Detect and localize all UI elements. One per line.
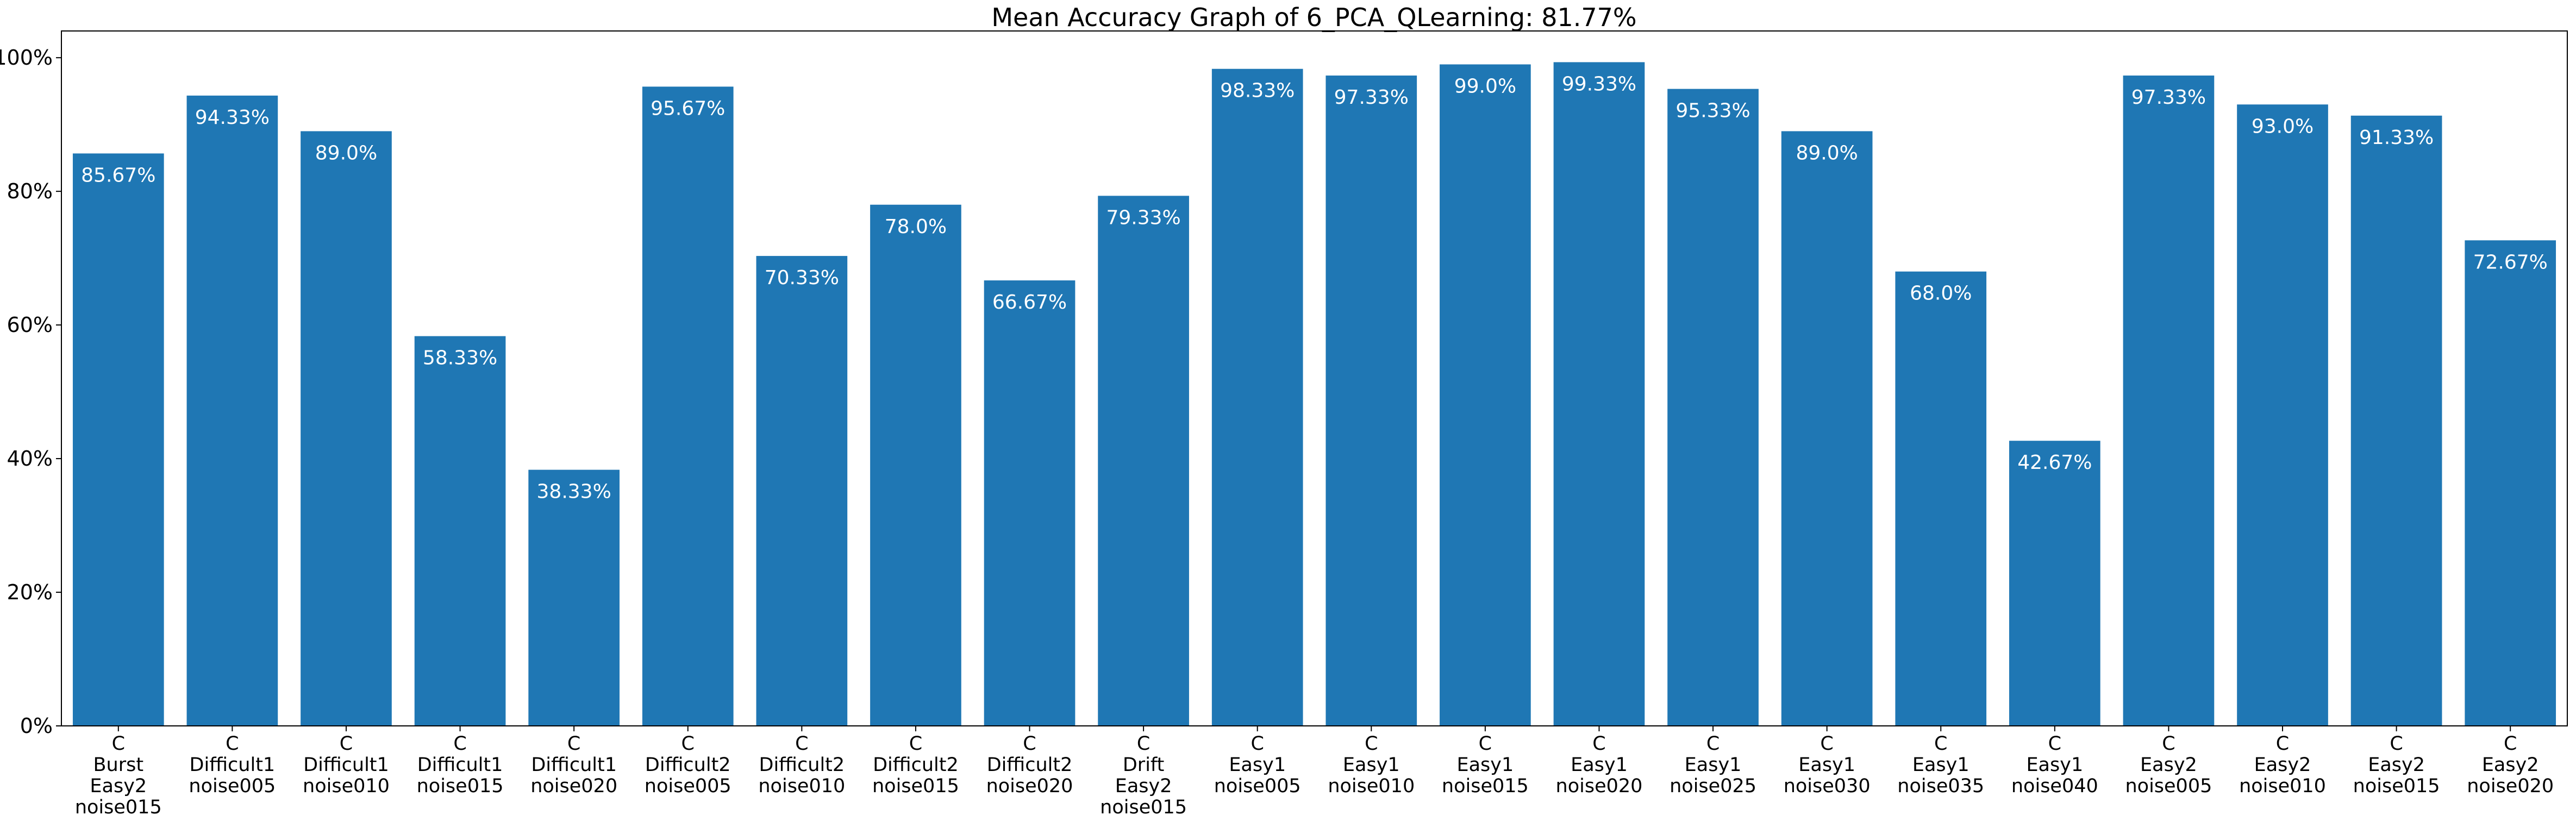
bar-data-label: 95.67% [651,97,725,120]
bar [1781,131,1873,726]
bar [528,469,620,726]
bar-data-label: 97.33% [1334,86,1409,109]
bar-data-label: 70.33% [765,267,839,289]
x-tick-label: C Easy2 noise015 [2353,733,2440,797]
bar-data-label: 79.33% [1106,206,1180,229]
bars-layer [72,62,2556,726]
bar-data-label: 98.33% [1220,80,1295,102]
x-tick-label: C Easy1 noise015 [1442,733,1529,797]
x-tick-label: C Difficult1 noise015 [417,733,504,797]
x-tick-label: C Drift Easy2 noise015 [1100,733,1187,815]
bar-data-label: 93.0% [2252,115,2314,137]
x-tick-label: C Difficult1 noise020 [530,733,617,797]
x-tick-label: C Easy1 noise040 [2011,733,2098,797]
y-tick-label: 100% [0,46,53,70]
bar [2237,104,2328,726]
y-tick-label: 40% [7,447,53,471]
x-tick-label: C Difficult1 noise005 [189,733,276,797]
bar-data-label: 91.33% [2359,127,2434,149]
bar-data-label: 38.33% [537,481,611,503]
bar [2465,240,2556,726]
bar [984,280,1076,726]
x-tick-label: C Difficult2 noise005 [645,733,731,797]
x-tick-label: C Easy2 noise005 [2125,733,2212,797]
bar [1440,64,1531,726]
bar-data-label: 85.67% [81,164,155,186]
y-tick-label: 80% [7,179,53,203]
bar [1553,62,1645,726]
x-tick-label: C Difficult2 noise010 [758,733,845,797]
bar [870,204,961,726]
bar [414,336,506,726]
y-axis: 0% 20% 40% 60% 80% 100% [0,46,61,738]
x-tick-label: C Easy1 noise005 [1214,733,1301,797]
x-tick-label: C Burst Easy2 noise015 [75,733,162,815]
bar [756,256,848,726]
bar [1325,76,1417,726]
x-tick-label: C Easy1 noise030 [1784,733,1871,797]
bar [1098,196,1189,726]
x-tick-label: C Easy1 noise035 [1897,733,1984,797]
bar [642,86,734,726]
bar-data-label: 99.0% [1454,75,1516,97]
bar-data-label: 89.0% [1796,142,1858,164]
bar [2123,76,2215,726]
bar [1667,89,1759,726]
x-tick-label: C Easy1 noise010 [1328,733,1415,797]
y-tick-label: 20% [7,580,53,604]
x-tick-label: C Difficult2 noise020 [986,733,1073,797]
y-tick-label: 0% [20,714,53,738]
chart-title: Mean Accuracy Graph of 6_PCA_QLearning: … [991,3,1636,32]
x-tick-label: C Easy2 noise020 [2467,733,2554,797]
bar [301,131,392,726]
bar [1895,271,1987,726]
bar-data-label: 99.33% [1562,73,1636,95]
x-tick-label: C Difficult2 noise015 [872,733,959,797]
x-axis: C Burst Easy2 noise015 C Difficult1 noise005 C D… [75,726,2554,815]
x-tick-label: C Easy1 noise020 [1556,733,1643,797]
x-tick-label: C Easy1 noise025 [1670,733,1756,797]
bar [72,153,164,726]
bar-data-label: 94.33% [195,106,270,129]
y-tick-label: 60% [7,313,53,337]
bar [1211,68,1303,726]
bar-data-label: 58.33% [423,347,497,369]
bar-data-label: 68.0% [1910,283,1972,305]
bar-data-label: 42.67% [2017,452,2092,474]
x-tick-label: C Difficult1 noise010 [303,733,390,797]
bar-data-label: 78.0% [885,216,947,238]
plot-frame [61,30,2568,726]
data-labels-layer: 85.67% 94.33% 89.0% 58.33% 38.33% 95.67% 70.33… [81,73,2548,503]
bar [2350,115,2442,726]
x-tick-label: C Easy2 noise010 [2239,733,2326,797]
bar-data-label: 97.33% [2131,86,2206,109]
bar [186,95,278,726]
bar-data-label: 95.33% [1675,100,1750,122]
bar-data-label: 89.0% [315,142,377,164]
bar-data-label: 72.67% [2473,251,2548,273]
bar-data-label: 66.67% [992,291,1067,314]
bar [2009,441,2100,726]
